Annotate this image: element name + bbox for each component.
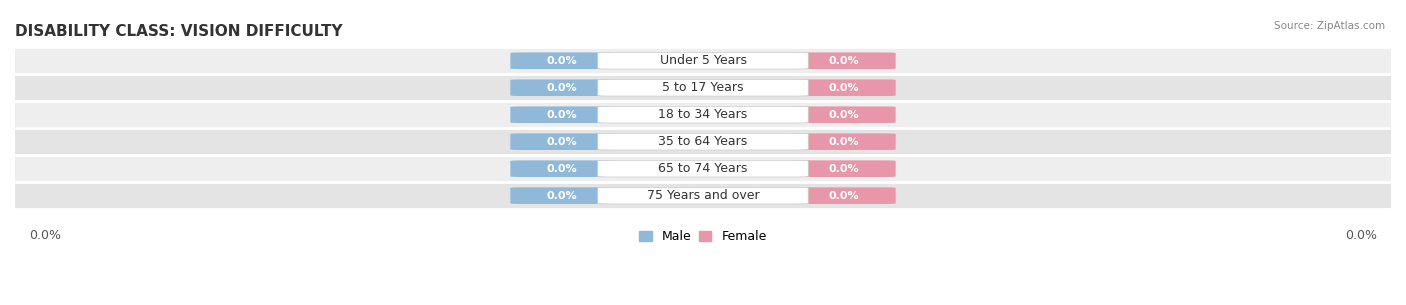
FancyBboxPatch shape <box>510 187 614 204</box>
Bar <box>15 128 1391 155</box>
Bar <box>15 74 1391 101</box>
Text: Under 5 Years: Under 5 Years <box>659 54 747 67</box>
Text: 0.0%: 0.0% <box>547 137 578 147</box>
FancyBboxPatch shape <box>598 160 808 177</box>
Text: Source: ZipAtlas.com: Source: ZipAtlas.com <box>1274 21 1385 31</box>
Bar <box>15 182 1391 209</box>
FancyBboxPatch shape <box>510 106 614 123</box>
Text: 0.0%: 0.0% <box>547 83 578 93</box>
Text: 0.0%: 0.0% <box>828 110 859 120</box>
Text: 0.0%: 0.0% <box>828 56 859 66</box>
Text: 0.0%: 0.0% <box>547 56 578 66</box>
FancyBboxPatch shape <box>792 160 896 177</box>
Text: 0.0%: 0.0% <box>828 191 859 201</box>
Text: 0.0%: 0.0% <box>828 83 859 93</box>
FancyBboxPatch shape <box>510 160 614 177</box>
Text: 35 to 64 Years: 35 to 64 Years <box>658 135 748 148</box>
FancyBboxPatch shape <box>598 133 808 150</box>
Text: 18 to 34 Years: 18 to 34 Years <box>658 108 748 121</box>
Text: 0.0%: 0.0% <box>828 137 859 147</box>
Legend: Male, Female: Male, Female <box>634 225 772 248</box>
FancyBboxPatch shape <box>792 133 896 150</box>
Text: 0.0%: 0.0% <box>28 228 60 242</box>
Text: 0.0%: 0.0% <box>547 164 578 174</box>
FancyBboxPatch shape <box>792 79 896 96</box>
Text: 0.0%: 0.0% <box>547 110 578 120</box>
Bar <box>15 155 1391 182</box>
Text: 75 Years and over: 75 Years and over <box>647 189 759 202</box>
Bar <box>15 47 1391 74</box>
FancyBboxPatch shape <box>792 187 896 204</box>
FancyBboxPatch shape <box>510 79 614 96</box>
FancyBboxPatch shape <box>598 187 808 204</box>
Text: 0.0%: 0.0% <box>1346 228 1378 242</box>
Text: 65 to 74 Years: 65 to 74 Years <box>658 162 748 175</box>
FancyBboxPatch shape <box>598 79 808 96</box>
FancyBboxPatch shape <box>792 106 896 123</box>
Bar <box>15 101 1391 128</box>
FancyBboxPatch shape <box>510 133 614 150</box>
FancyBboxPatch shape <box>598 106 808 123</box>
Text: 0.0%: 0.0% <box>547 191 578 201</box>
FancyBboxPatch shape <box>510 52 614 69</box>
FancyBboxPatch shape <box>598 52 808 69</box>
Text: 5 to 17 Years: 5 to 17 Years <box>662 81 744 94</box>
Text: DISABILITY CLASS: VISION DIFFICULTY: DISABILITY CLASS: VISION DIFFICULTY <box>15 24 343 39</box>
Text: 0.0%: 0.0% <box>828 164 859 174</box>
FancyBboxPatch shape <box>792 52 896 69</box>
